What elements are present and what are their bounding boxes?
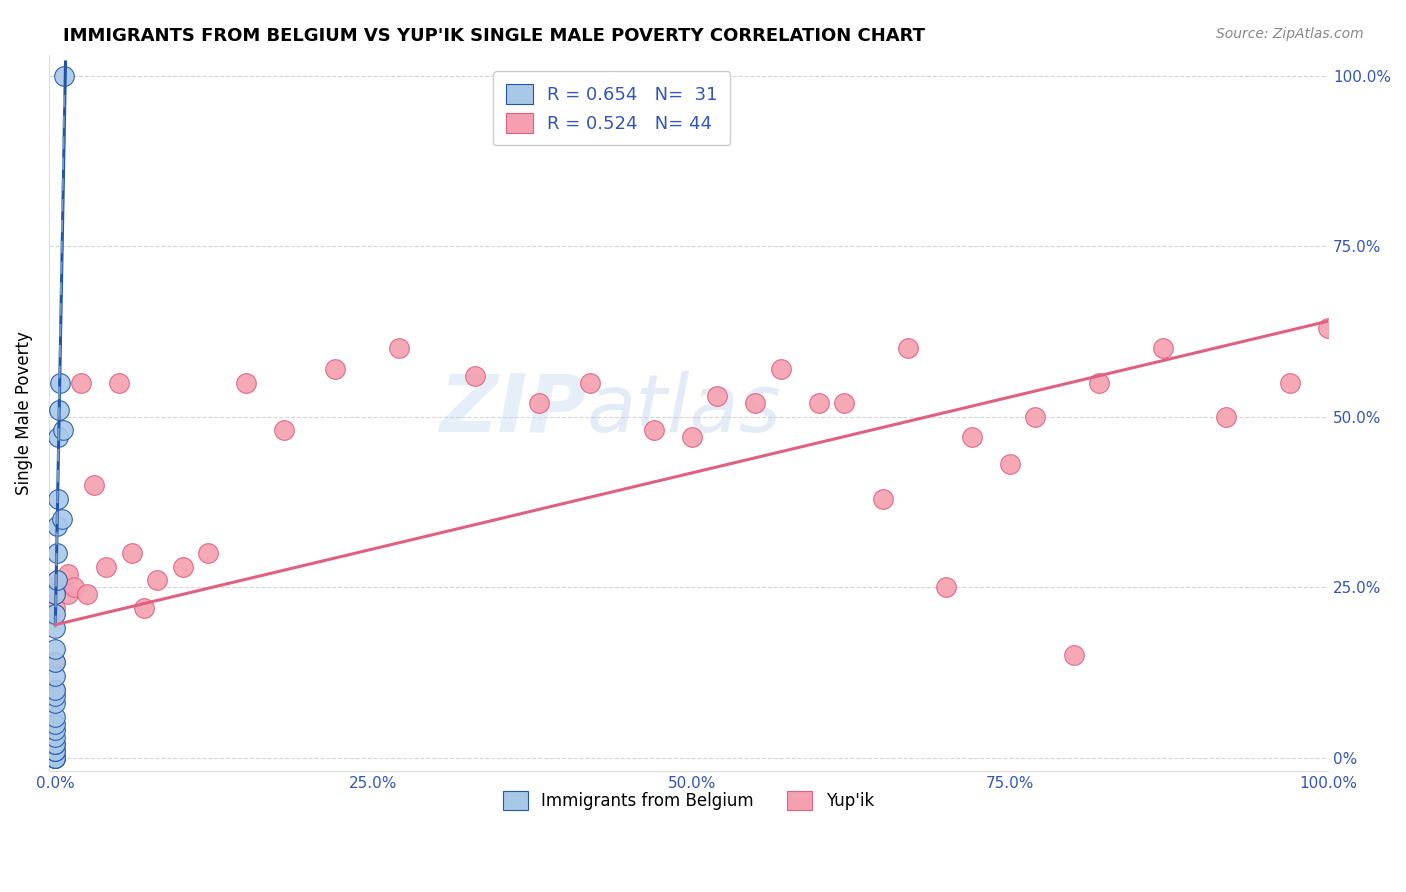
Point xyxy=(706,389,728,403)
Point xyxy=(935,580,957,594)
Point xyxy=(1317,321,1340,335)
Point xyxy=(52,423,75,437)
Point xyxy=(744,396,766,410)
Point xyxy=(464,368,486,383)
Point xyxy=(56,566,79,581)
Point xyxy=(56,587,79,601)
Point xyxy=(808,396,831,410)
Point xyxy=(681,430,703,444)
Point xyxy=(44,669,66,683)
Point xyxy=(44,731,66,745)
Text: IMMIGRANTS FROM BELGIUM VS YUP'IK SINGLE MALE POVERTY CORRELATION CHART: IMMIGRANTS FROM BELGIUM VS YUP'IK SINGLE… xyxy=(63,27,925,45)
Point xyxy=(872,491,894,506)
Point xyxy=(197,546,219,560)
Point xyxy=(63,580,86,594)
Point xyxy=(960,430,983,444)
Text: atlas: atlas xyxy=(586,371,780,449)
Point xyxy=(76,587,98,601)
Point xyxy=(579,376,602,390)
Point xyxy=(45,546,67,560)
Point xyxy=(325,362,347,376)
Point xyxy=(44,696,66,710)
Point xyxy=(146,574,169,588)
Point xyxy=(44,690,66,704)
Point xyxy=(998,458,1021,472)
Point xyxy=(44,682,66,697)
Point xyxy=(46,430,69,444)
Point xyxy=(134,600,156,615)
Point xyxy=(273,423,295,437)
Point xyxy=(45,518,67,533)
Point xyxy=(44,641,66,656)
Point xyxy=(44,655,66,669)
Point xyxy=(1278,376,1301,390)
Point xyxy=(527,396,550,410)
Point xyxy=(1088,376,1111,390)
Point xyxy=(96,559,118,574)
Point xyxy=(44,587,66,601)
Point xyxy=(44,716,66,731)
Point xyxy=(69,376,91,390)
Point xyxy=(44,744,66,758)
Point xyxy=(45,574,67,588)
Point xyxy=(172,559,194,574)
Point xyxy=(44,723,66,738)
Point xyxy=(121,546,143,560)
Point xyxy=(44,607,66,622)
Point xyxy=(51,512,73,526)
Point xyxy=(44,737,66,751)
Point xyxy=(44,750,66,764)
Point xyxy=(44,744,66,758)
Point xyxy=(44,587,66,601)
Point xyxy=(235,376,257,390)
Point xyxy=(44,710,66,724)
Point xyxy=(44,621,66,635)
Text: Source: ZipAtlas.com: Source: ZipAtlas.com xyxy=(1216,27,1364,41)
Point xyxy=(46,491,69,506)
Point xyxy=(1024,409,1046,424)
Text: ZIP: ZIP xyxy=(439,371,586,449)
Point xyxy=(1152,342,1174,356)
Point xyxy=(1215,409,1237,424)
Point xyxy=(44,750,66,764)
Point xyxy=(49,376,72,390)
Point xyxy=(44,600,66,615)
Point xyxy=(643,423,665,437)
Point xyxy=(53,69,76,83)
Point xyxy=(1063,648,1085,663)
Point xyxy=(83,478,105,492)
Point xyxy=(897,342,920,356)
Point xyxy=(44,737,66,751)
Y-axis label: Single Male Poverty: Single Male Poverty xyxy=(15,331,32,495)
Point xyxy=(834,396,856,410)
Point xyxy=(44,750,66,764)
Point xyxy=(44,682,66,697)
Point xyxy=(108,376,131,390)
Point xyxy=(44,750,66,764)
Point xyxy=(388,342,411,356)
Point xyxy=(48,402,70,417)
Point xyxy=(44,580,66,594)
Point xyxy=(44,655,66,669)
Legend: Immigrants from Belgium, Yup'ik: Immigrants from Belgium, Yup'ik xyxy=(496,785,880,817)
Point xyxy=(769,362,792,376)
